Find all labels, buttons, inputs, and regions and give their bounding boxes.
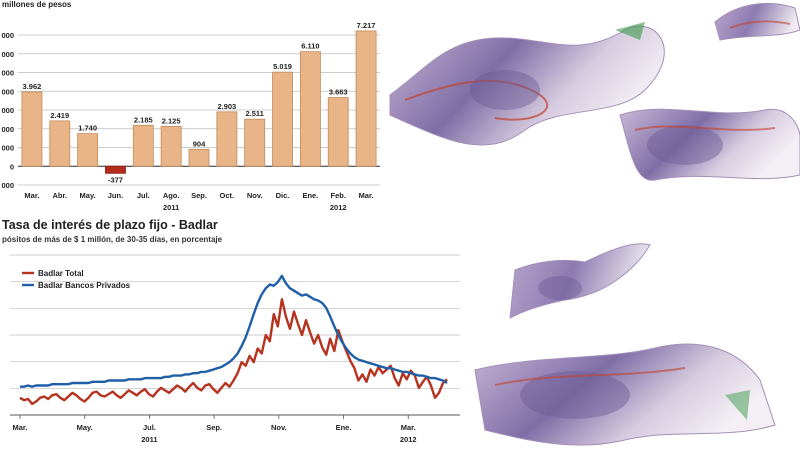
bar-year-label: 2012 [330, 203, 347, 212]
bar-value-label: 3.962 [23, 82, 42, 91]
banknote-large-bottom [474, 343, 776, 446]
bar [77, 133, 99, 167]
line-x-tick-label: Mar. [401, 423, 416, 432]
bar-ytick-label: 000 [1, 106, 14, 115]
bar-ytick-label: 000 [1, 181, 14, 190]
bar [21, 91, 43, 167]
bar-category-label: Ene. [302, 191, 318, 200]
line-x-tick-label: Ene. [336, 423, 352, 432]
line-x-tick-label: Jul. [143, 423, 156, 432]
line-year-label: 2011 [141, 435, 157, 444]
bar-ytick-label: 000 [1, 144, 14, 153]
line-chart-subtitle: pósitos de más de $ 1 millón, de 30-35 d… [2, 235, 223, 244]
bar-category-label: Nov. [247, 191, 263, 200]
bar-ytick-label: 000 [1, 69, 14, 78]
bar-category-label: Sep. [191, 191, 207, 200]
bar-category-label: Jun. [108, 191, 123, 200]
line-x-tick-label: May. [77, 423, 93, 432]
line-x-tick-label: Sep. [206, 423, 222, 432]
banknote-small-top-right [714, 2, 800, 41]
bar-category-label: Mar. [24, 191, 39, 200]
bar-value-label: -377 [108, 175, 123, 184]
bar-category-label: Feb. [331, 191, 346, 200]
banknotes-illustration [389, 2, 800, 446]
legend-label: Badlar Total [38, 269, 84, 278]
bar [299, 51, 321, 167]
line-chart-legend: Badlar Total Badlar Bancos Privados [22, 269, 131, 290]
banknote-small-center [509, 243, 651, 319]
line-series-1 [20, 274, 448, 388]
bar [188, 148, 210, 167]
bar-ytick-label: 000 [1, 31, 14, 40]
bar [105, 165, 126, 174]
bar-chart-labels: 00000000000000000000000003.962Mar.2.419A… [1, 21, 375, 212]
bar-category-label: Mar. [359, 191, 374, 200]
bar-year-label: 2011 [163, 203, 179, 212]
line-chart: Tasa de interés de plazo fijo - Badlar p… [2, 218, 460, 444]
bar-value-label: 1.740 [78, 124, 97, 133]
bar-value-label: 5.019 [273, 62, 292, 71]
bar-value-label: 2.125 [162, 116, 181, 125]
bar-category-label: Jul. [137, 191, 150, 200]
bar-value-label: 2.419 [50, 111, 69, 120]
bar-ytick-label: 000 [1, 87, 14, 96]
bar [327, 97, 349, 167]
bar-value-label: 2.903 [217, 102, 236, 111]
bar [132, 124, 154, 167]
bar-value-label: 6.110 [301, 42, 319, 51]
bar-category-label: Abr. [52, 191, 67, 200]
bar [355, 30, 377, 167]
bar [160, 126, 182, 167]
line-chart-series [19, 274, 448, 406]
bar-category-label: Ago. [163, 191, 180, 200]
legend-label: Badlar Bancos Privados [38, 281, 131, 290]
line-series-0 [19, 298, 448, 406]
banknote-large-top [389, 22, 665, 146]
bar-ytick-label: 000 [1, 50, 14, 59]
bar-value-label: 7.217 [357, 21, 376, 30]
bar-category-label: May. [80, 191, 96, 200]
bar-chart-subtitle: millones de pesos [2, 0, 72, 9]
bar-chart: millones de pesos 0000000000000000000000… [1, 0, 380, 212]
bar [272, 71, 293, 167]
line-chart-title: Tasa de interés de plazo fijo - Badlar [2, 218, 218, 232]
bar-chart-marks [21, 30, 377, 174]
line-year-label: 2012 [400, 435, 417, 444]
line-chart-axis: Mar. May. Jul. Sep. Nov. Ene. Mar. 2011 2012 [10, 414, 460, 444]
bar-value-label: 2.185 [134, 115, 153, 124]
bar [244, 118, 266, 167]
bar-ytick-label: 000 [1, 125, 14, 134]
bar-value-label: 904 [193, 139, 206, 148]
banknote-middle-right [619, 108, 800, 181]
line-x-tick-label: Mar. [12, 423, 27, 432]
bar-value-label: 3.663 [329, 88, 348, 97]
bar-value-label: 2.511 [246, 109, 264, 118]
line-x-tick-label: Nov. [271, 423, 287, 432]
bar [216, 111, 238, 167]
bar-category-label: Oct. [220, 191, 235, 200]
bar-ytick-label: 0 [10, 162, 14, 171]
bar [49, 120, 71, 167]
bar-category-label: Dic. [276, 191, 290, 200]
